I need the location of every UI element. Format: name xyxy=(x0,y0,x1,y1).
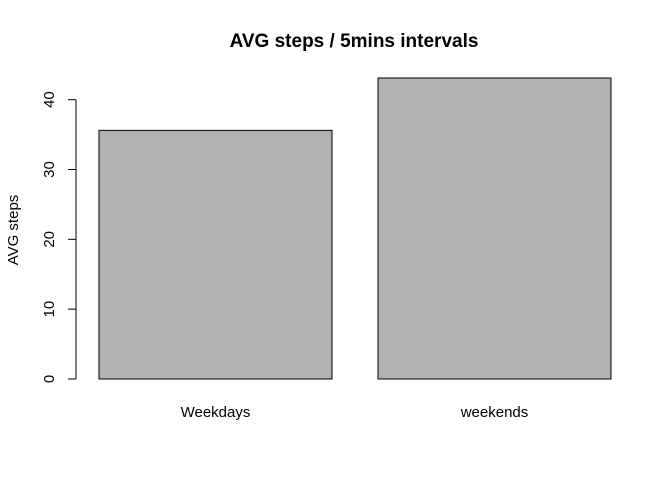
y-tick-label: 10 xyxy=(41,301,58,318)
y-axis: 0 10 20 30 40 xyxy=(41,91,77,383)
bar-weekends xyxy=(377,77,612,380)
bars xyxy=(98,77,612,380)
chart-title: AVG steps / 5mins intervals xyxy=(230,31,479,52)
y-axis-label: AVG steps xyxy=(5,195,22,266)
y-tick-label: 30 xyxy=(41,161,58,178)
bar-weekdays xyxy=(98,129,333,380)
x-category-label: Weekdays xyxy=(181,404,251,421)
x-axis-labels: Weekdays weekends xyxy=(181,404,529,421)
y-tick-label: 40 xyxy=(41,91,58,108)
y-tick-label: 0 xyxy=(41,375,58,383)
y-tick-label: 20 xyxy=(41,231,58,248)
x-category-label: weekends xyxy=(460,404,529,421)
